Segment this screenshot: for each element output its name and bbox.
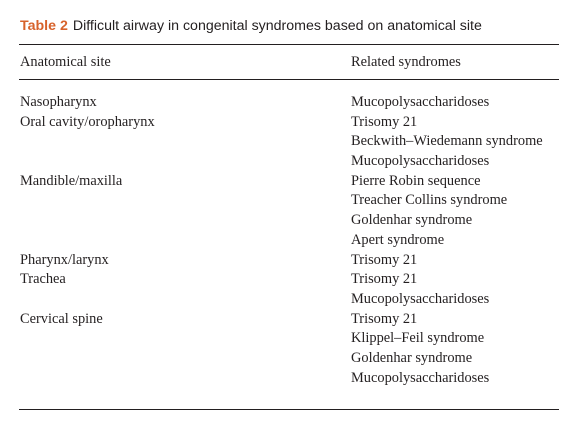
related-syndrome-cell: Goldenhar syndrome — [351, 349, 473, 366]
column-header-related-syndromes: Related syndromes — [351, 54, 461, 70]
anatomical-site-cell: Trachea — [20, 271, 66, 288]
table-header-rule — [19, 79, 559, 80]
related-syndrome-cell: Mucopolysaccharidoses — [351, 94, 490, 110]
column-header-anatomical-site: Anatomical site — [20, 54, 111, 70]
table-bottom-rule — [19, 409, 559, 410]
related-syndrome-cell: Treacher Collins syndrome — [351, 192, 508, 209]
table-row: Oral cavity/oropharynx Trisomy 21 — [0, 113, 587, 133]
related-syndrome-cell: Goldenhar syndrome — [351, 212, 473, 229]
related-syndrome-cell: Beckwith–Wiedemann syndrome — [351, 133, 543, 150]
related-syndrome-cell: Mucopolysaccharidoses — [351, 290, 490, 307]
table-row: Apert syndrome — [0, 231, 587, 251]
table-top-rule — [19, 44, 559, 45]
related-syndrome-cell: Apert syndrome — [351, 231, 445, 248]
table-row: Treacher Collins syndrome — [0, 191, 587, 211]
related-syndrome-cell: Trisomy 21 — [351, 271, 418, 288]
related-syndrome-cell: Trisomy 21 — [351, 310, 418, 327]
related-syndrome-cell: Mucopolysaccharidoses — [351, 369, 490, 386]
anatomical-site-cell: Mandible/maxilla — [20, 172, 123, 189]
related-syndrome-cell: Trisomy 21 — [351, 251, 418, 268]
table-title: Difficult airway in congenital syndromes… — [72, 18, 482, 34]
table-row: Cervical spine Trisomy 21 — [0, 310, 587, 330]
table-row: Klippel–Feil syndrome — [0, 329, 587, 349]
table-row: Beckwith–Wiedemann syndrome — [0, 132, 587, 152]
table-row: Mandible/maxilla Pierre Robin sequence — [0, 172, 587, 192]
table-label: Table 2 — [20, 18, 68, 34]
table-row: Mucopolysaccharidoses — [0, 152, 587, 172]
table-row: Nasopharynx Mucopolysaccharidoses — [0, 93, 587, 113]
anatomical-site-cell: Nasopharynx — [20, 94, 97, 110]
anatomical-site-cell: Cervical spine — [20, 310, 103, 327]
table-row: Trachea Trisomy 21 — [0, 270, 587, 290]
related-syndrome-cell: Mucopolysaccharidoses — [351, 153, 490, 170]
table-caption: Table 2 Difficult airway in congenital sy… — [20, 16, 482, 36]
table-row: Goldenhar syndrome — [0, 211, 587, 231]
table-row: Mucopolysaccharidoses — [0, 369, 587, 389]
table-body: Nasopharynx Mucopolysaccharidoses Oral cav… — [0, 93, 587, 388]
table-row: Goldenhar syndrome — [0, 349, 587, 369]
table-row: Pharynx/larynx Trisomy 21 — [0, 251, 587, 271]
table-row: Mucopolysaccharidoses — [0, 290, 587, 310]
anatomical-site-cell: Oral cavity/oropharynx — [20, 113, 155, 130]
anatomical-site-cell: Pharynx/larynx — [20, 251, 109, 268]
related-syndrome-cell: Trisomy 21 — [351, 113, 418, 130]
related-syndrome-cell: Klippel–Feil syndrome — [351, 330, 485, 347]
related-syndrome-cell: Pierre Robin sequence — [351, 172, 481, 189]
